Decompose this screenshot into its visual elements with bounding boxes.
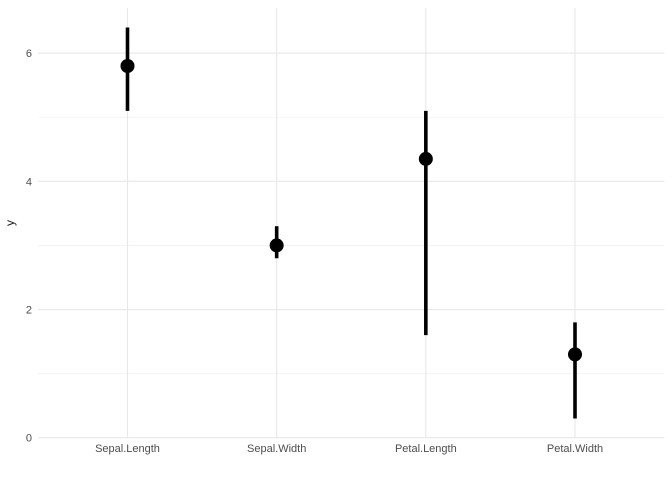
- x-tick-label-Sepal.Width: Sepal.Width: [247, 443, 306, 455]
- y-tick-label-4: 4: [26, 176, 32, 188]
- y-axis-title: y: [3, 220, 17, 226]
- y-tick-label-6: 6: [26, 48, 32, 60]
- y-tick-label-2: 2: [26, 305, 32, 317]
- y-tick-label-0: 0: [26, 433, 32, 445]
- x-tick-label-Petal.Length: Petal.Length: [395, 443, 457, 455]
- data-point-Sepal.Width: [269, 238, 284, 253]
- data-point-Petal.Length: [418, 151, 433, 166]
- data-point-Sepal.Length: [120, 58, 135, 73]
- x-tick-label-Sepal.Length: Sepal.Length: [95, 443, 160, 455]
- x-tick-label-Petal.Width: Petal.Width: [547, 443, 603, 455]
- data-point-Petal.Width: [568, 347, 582, 362]
